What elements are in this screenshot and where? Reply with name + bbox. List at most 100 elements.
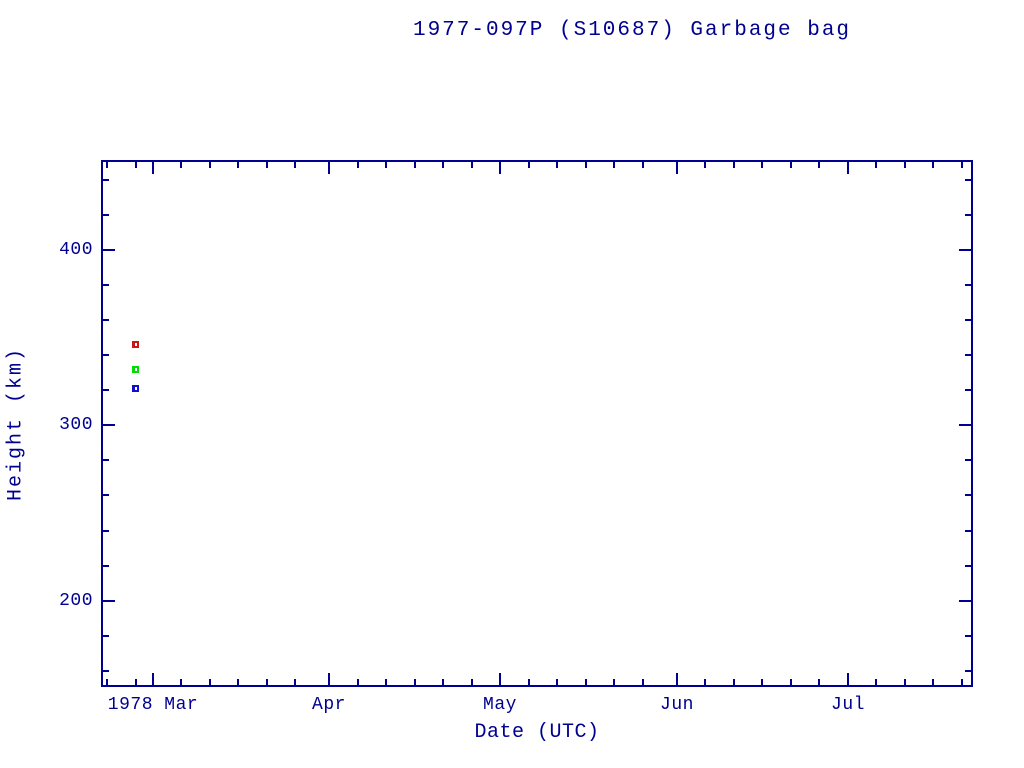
- y-minor-tick: [103, 459, 109, 461]
- x-major-tick: [847, 162, 849, 174]
- x-axis-title: Date (UTC): [474, 721, 600, 744]
- x-minor-tick: [294, 679, 296, 685]
- x-minor-tick: [180, 679, 182, 685]
- x-minor-tick: [585, 162, 587, 168]
- y-major-tick: [103, 249, 115, 251]
- x-minor-tick: [556, 162, 558, 168]
- y-minor-tick: [965, 635, 971, 637]
- x-minor-tick: [875, 162, 877, 168]
- x-minor-tick: [385, 679, 387, 685]
- x-minor-tick: [642, 679, 644, 685]
- data-point-marker-green-series: [132, 366, 139, 373]
- x-minor-tick: [904, 679, 906, 685]
- y-minor-tick: [965, 319, 971, 321]
- x-minor-tick: [442, 679, 444, 685]
- y-minor-tick: [103, 494, 109, 496]
- x-minor-tick: [961, 162, 963, 168]
- x-minor-tick: [135, 162, 137, 168]
- x-minor-tick: [135, 679, 137, 685]
- x-minor-tick: [471, 679, 473, 685]
- x-minor-tick: [528, 162, 530, 168]
- x-tick-label: Jun: [660, 695, 694, 715]
- y-minor-tick: [103, 565, 109, 567]
- x-tick-label: Jul: [831, 695, 865, 715]
- x-minor-tick: [357, 162, 359, 168]
- x-minor-tick: [733, 679, 735, 685]
- y-minor-tick: [965, 670, 971, 672]
- marker-highlight-notch: [135, 343, 137, 346]
- y-tick-label: 300: [59, 415, 93, 435]
- x-minor-tick: [585, 679, 587, 685]
- x-minor-tick: [875, 679, 877, 685]
- y-minor-tick: [965, 179, 971, 181]
- x-minor-tick: [471, 162, 473, 168]
- x-minor-tick: [209, 679, 211, 685]
- x-minor-tick: [704, 679, 706, 685]
- y-major-tick: [103, 600, 115, 602]
- y-minor-tick: [965, 354, 971, 356]
- y-minor-tick: [103, 354, 109, 356]
- y-minor-tick: [965, 214, 971, 216]
- x-minor-tick: [733, 162, 735, 168]
- x-minor-tick: [790, 679, 792, 685]
- marker-highlight-notch: [135, 368, 137, 371]
- y-major-tick: [959, 600, 971, 602]
- x-major-tick: [676, 162, 678, 174]
- x-minor-tick: [818, 162, 820, 168]
- y-tick-label: 400: [59, 240, 93, 260]
- y-minor-tick: [103, 530, 109, 532]
- x-tick-label: 1978 Mar: [107, 695, 199, 715]
- x-minor-tick: [106, 162, 108, 168]
- x-minor-tick: [790, 162, 792, 168]
- x-minor-tick: [414, 162, 416, 168]
- y-minor-tick: [965, 494, 971, 496]
- x-minor-tick: [704, 162, 706, 168]
- x-major-tick: [328, 162, 330, 174]
- y-major-tick: [959, 249, 971, 251]
- x-minor-tick: [237, 162, 239, 168]
- x-minor-tick: [904, 162, 906, 168]
- plot-frame: [101, 160, 973, 687]
- x-tick-label: May: [483, 695, 517, 715]
- x-major-tick: [499, 162, 501, 174]
- x-minor-tick: [106, 679, 108, 685]
- x-minor-tick: [414, 679, 416, 685]
- marker-highlight-notch: [135, 387, 137, 390]
- y-tick-label: 200: [59, 591, 93, 611]
- y-minor-tick: [103, 214, 109, 216]
- x-major-tick: [152, 673, 154, 685]
- x-minor-tick: [961, 679, 963, 685]
- x-major-tick: [328, 673, 330, 685]
- y-minor-tick: [965, 389, 971, 391]
- data-point-marker-blue-series: [132, 385, 139, 392]
- y-major-tick: [103, 424, 115, 426]
- x-minor-tick: [761, 679, 763, 685]
- x-minor-tick: [613, 162, 615, 168]
- x-major-tick: [499, 673, 501, 685]
- x-minor-tick: [209, 162, 211, 168]
- x-minor-tick: [761, 162, 763, 168]
- x-minor-tick: [818, 679, 820, 685]
- x-minor-tick: [357, 679, 359, 685]
- x-minor-tick: [613, 679, 615, 685]
- y-minor-tick: [965, 284, 971, 286]
- y-minor-tick: [103, 284, 109, 286]
- x-minor-tick: [266, 679, 268, 685]
- x-minor-tick: [180, 162, 182, 168]
- x-major-tick: [676, 673, 678, 685]
- y-minor-tick: [965, 459, 971, 461]
- y-axis-title: Height (km): [4, 346, 28, 502]
- x-minor-tick: [932, 679, 934, 685]
- y-minor-tick: [965, 530, 971, 532]
- data-point-marker-red-series: [132, 341, 139, 348]
- x-minor-tick: [237, 679, 239, 685]
- y-minor-tick: [103, 389, 109, 391]
- x-minor-tick: [442, 162, 444, 168]
- x-minor-tick: [528, 679, 530, 685]
- x-tick-label: Apr: [312, 695, 346, 715]
- x-minor-tick: [932, 162, 934, 168]
- y-minor-tick: [103, 179, 109, 181]
- x-major-tick: [847, 673, 849, 685]
- x-minor-tick: [556, 679, 558, 685]
